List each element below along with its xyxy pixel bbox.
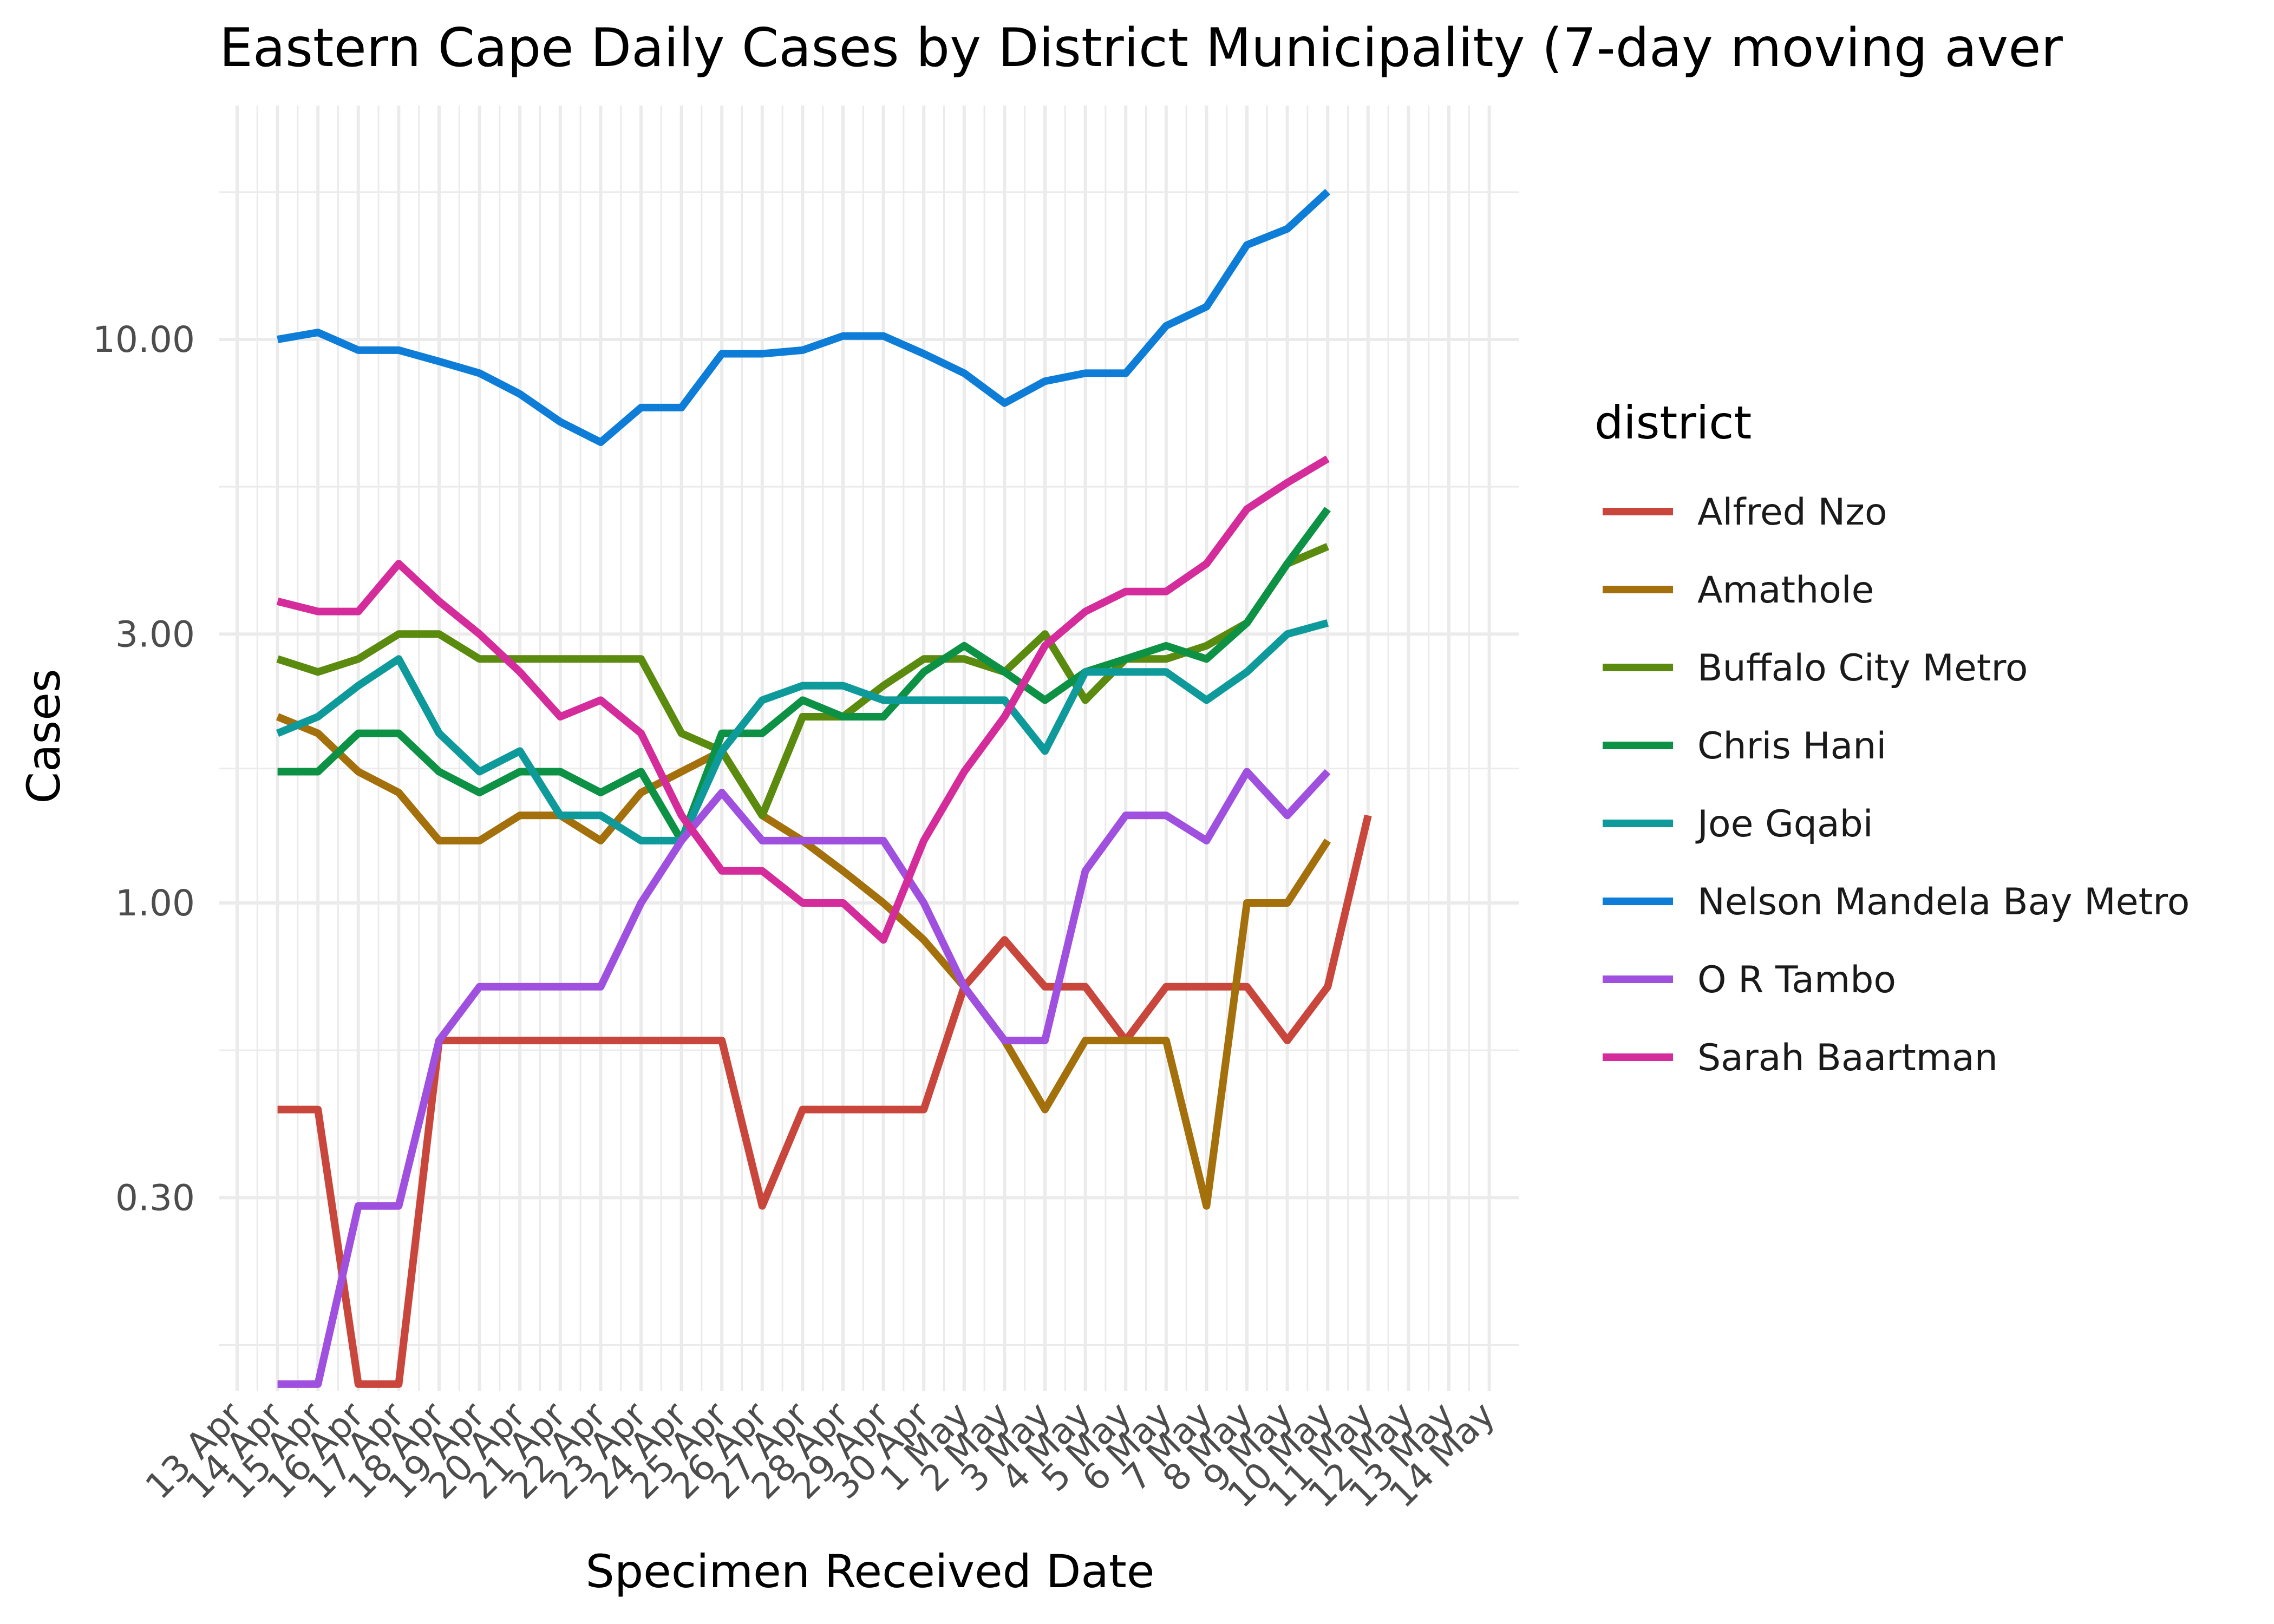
series-line	[276, 543, 1329, 820]
series-lines	[276, 188, 1372, 1388]
x-axis-title: Specimen Received Date	[586, 1545, 1155, 1598]
y-tick-label: 1.00	[115, 882, 195, 924]
legend-label: Alfred Nzo	[1697, 491, 1887, 534]
legend-label: Joe Gqabi	[1695, 803, 1873, 846]
series-line	[276, 455, 1330, 944]
legend-label: Chris Hani	[1697, 725, 1886, 768]
y-tick-label: 3.00	[115, 613, 195, 655]
legend-label: Amathole	[1697, 569, 1874, 612]
y-axis-title: Cases	[17, 669, 70, 803]
series-line	[277, 814, 1372, 1388]
legend: district Alfred Nzo Amathole Buffalo City …	[1595, 396, 2190, 1079]
legend-label: Buffalo City Metro	[1697, 647, 2028, 690]
y-tick-label: 0.30	[115, 1177, 195, 1219]
legend-label: O R Tambo	[1697, 959, 1896, 1001]
legend-label: Nelson Mandela Bay Metro	[1697, 881, 2190, 924]
series-line	[276, 619, 1329, 844]
series-line	[277, 768, 1331, 1388]
series-line	[277, 188, 1330, 446]
legend-label: Sarah Baartman	[1697, 1037, 1998, 1079]
y-tick-label: 10.00	[93, 319, 195, 361]
chart-title: Eastern Cape Daily Cases by District Mun…	[219, 17, 2063, 79]
series-line	[277, 507, 1331, 844]
legend-title: district	[1595, 396, 1752, 449]
y-axis-ticks: 0.30 1.00 3.00 10.00	[93, 319, 195, 1219]
